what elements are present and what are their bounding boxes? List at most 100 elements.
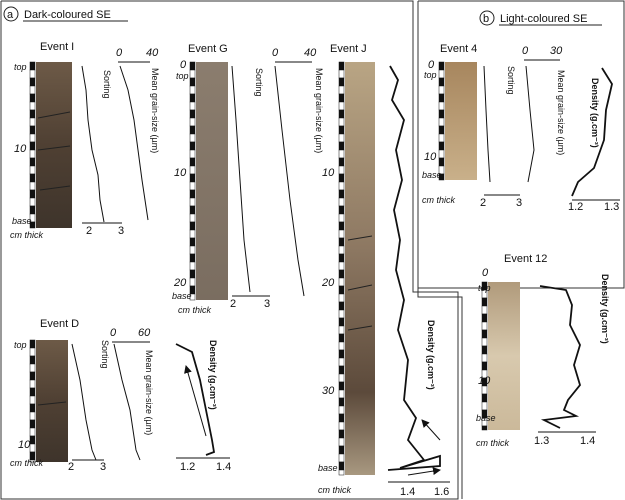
scale-ruler xyxy=(29,339,36,349)
scale-ruler xyxy=(338,301,345,311)
scale-ruler xyxy=(438,101,445,111)
label: 1.6 xyxy=(434,486,449,498)
scale-ruler xyxy=(189,165,196,175)
scale-ruler xyxy=(189,69,196,79)
label: 0 xyxy=(180,59,187,71)
scale-ruler xyxy=(338,461,345,471)
label: 60 xyxy=(138,327,151,339)
scale-ruler xyxy=(29,141,36,151)
scale-ruler xyxy=(189,173,196,183)
scale-ruler xyxy=(338,229,345,239)
scale-ruler xyxy=(29,435,36,445)
label: 2 xyxy=(230,298,236,310)
event-title: Event G xyxy=(188,43,228,55)
label: base xyxy=(172,291,192,301)
sorting-curve xyxy=(483,65,491,183)
label: Sorting xyxy=(100,340,110,369)
label: 40 xyxy=(146,47,159,59)
scale-ruler xyxy=(189,125,196,135)
sorting-curve xyxy=(231,65,251,293)
scale-ruler xyxy=(338,237,345,247)
scale-ruler xyxy=(29,387,36,397)
scale-ruler xyxy=(338,157,345,167)
scale-ruler xyxy=(338,221,345,231)
scale-ruler xyxy=(338,261,345,271)
scale-ruler xyxy=(29,371,36,381)
scale-ruler xyxy=(338,173,345,183)
scale-ruler xyxy=(29,363,36,373)
scale-ruler xyxy=(189,85,196,95)
sorting-curve xyxy=(81,65,105,223)
panel-frame xyxy=(417,0,625,289)
scale-ruler xyxy=(189,205,196,215)
scale-ruler xyxy=(29,93,36,103)
label: top xyxy=(478,283,491,293)
scale-ruler xyxy=(338,277,345,287)
density-curve xyxy=(387,65,441,471)
label: Mean grain-size (µm) xyxy=(150,68,160,153)
scale-ruler xyxy=(189,253,196,263)
scale-ruler xyxy=(481,345,488,355)
label: top xyxy=(424,70,437,80)
scale-ruler xyxy=(338,253,345,263)
scale-ruler xyxy=(29,197,36,207)
event-title: Event I xyxy=(40,41,74,53)
scale-ruler xyxy=(189,293,196,301)
scale-ruler xyxy=(338,269,345,279)
scale-ruler xyxy=(338,125,345,135)
scale-ruler xyxy=(189,221,196,231)
scale-ruler xyxy=(438,173,445,181)
label: 20 xyxy=(321,277,335,289)
grain-size-curve xyxy=(113,343,141,461)
label: cm thick xyxy=(422,195,456,205)
label: cm thick xyxy=(318,485,352,495)
sorting-curve xyxy=(71,343,97,461)
scale-ruler xyxy=(29,173,36,183)
density-arrow xyxy=(184,365,207,437)
label: 3 xyxy=(100,461,106,473)
label: 0 xyxy=(110,327,117,339)
label: Sorting xyxy=(254,68,264,97)
scale-ruler xyxy=(29,61,36,71)
scale-ruler xyxy=(29,427,36,437)
label: cm thick xyxy=(10,230,44,240)
scale-ruler xyxy=(189,277,196,287)
scale-ruler xyxy=(338,421,345,431)
scale-ruler xyxy=(189,93,196,103)
panel-label: b xyxy=(483,13,489,25)
label: 3 xyxy=(264,298,270,310)
label: Density (g.cm⁻³) xyxy=(426,320,436,390)
scale-ruler xyxy=(338,101,345,111)
scale-ruler xyxy=(338,373,345,383)
scale-ruler xyxy=(29,149,36,159)
core-photo xyxy=(345,62,375,475)
scale-ruler xyxy=(29,157,36,167)
label: Sorting xyxy=(102,70,112,99)
label: 1.4 xyxy=(216,461,231,473)
scale-ruler xyxy=(338,405,345,415)
scale-ruler xyxy=(29,189,36,199)
label: Density (g.cm⁻³) xyxy=(208,340,218,410)
label: 1.2 xyxy=(568,201,583,213)
scale-ruler xyxy=(338,197,345,207)
label: 10 xyxy=(478,375,491,387)
scale-ruler xyxy=(29,355,36,365)
scale-ruler xyxy=(338,397,345,407)
scale-ruler xyxy=(338,381,345,391)
scale-ruler xyxy=(29,403,36,413)
label: 0 xyxy=(522,45,529,57)
scale-ruler xyxy=(481,385,488,395)
scale-ruler xyxy=(338,469,345,476)
label: 10 xyxy=(174,167,187,179)
scale-ruler xyxy=(189,149,196,159)
scale-ruler xyxy=(338,141,345,151)
scale-ruler xyxy=(338,293,345,303)
label: 0 xyxy=(428,59,435,71)
scale-ruler xyxy=(338,69,345,79)
scale-ruler xyxy=(29,77,36,87)
scale-ruler xyxy=(338,309,345,319)
label: 1.4 xyxy=(580,435,595,447)
scale-ruler xyxy=(338,205,345,215)
scale-ruler xyxy=(29,125,36,135)
scale-ruler xyxy=(338,109,345,119)
